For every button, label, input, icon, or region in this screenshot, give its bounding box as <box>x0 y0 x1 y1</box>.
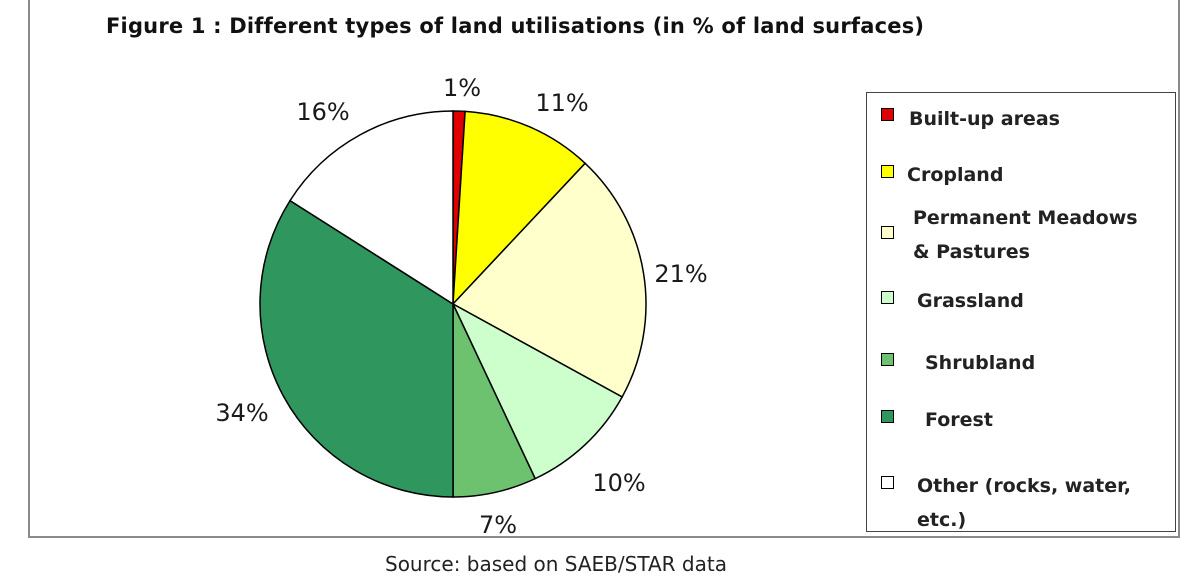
slice-label: 10% <box>592 469 645 497</box>
legend-label: Permanent Meadows <box>913 207 1138 229</box>
legend-label-cont: & Pastures <box>913 241 1030 263</box>
slice-label: 16% <box>296 98 349 126</box>
legend-swatch <box>881 165 894 178</box>
legend-label: Other (rocks, water, <box>917 475 1131 497</box>
pie-slice-permanent-meadows-pastures <box>451 162 647 398</box>
legend-swatch <box>881 353 894 366</box>
legend-label: Built-up areas <box>909 108 1060 130</box>
chart-source: Source: based on SAEB/STAR data <box>385 552 727 576</box>
legend-label: Grassland <box>917 290 1024 312</box>
chart-title: Figure 1 : Different types of land utili… <box>106 14 925 38</box>
legend-swatch <box>881 476 894 489</box>
legend-swatch <box>881 108 894 121</box>
slice-label: 11% <box>535 89 588 117</box>
slice-label: 34% <box>215 399 268 427</box>
legend-label: Shrubland <box>925 352 1036 374</box>
legend: Built-up areas Cropland Permanent Meadows &… <box>866 92 1176 532</box>
slice-label: 7% <box>479 511 517 539</box>
legend-swatch <box>881 226 894 239</box>
legend-swatch <box>881 291 894 304</box>
legend-label: Forest <box>925 409 993 431</box>
pie-slice-forest <box>259 199 454 498</box>
slice-label: 21% <box>654 260 707 288</box>
pie-slice-grassland <box>451 302 624 480</box>
legend-label: Cropland <box>907 164 1004 186</box>
legend-label-cont: etc.) <box>917 509 967 531</box>
pie-slice-other-rocks-water-etc <box>289 110 454 306</box>
pie-slice-cropland <box>452 110 587 307</box>
slice-label: 1% <box>443 74 481 102</box>
legend-swatch <box>881 410 894 423</box>
